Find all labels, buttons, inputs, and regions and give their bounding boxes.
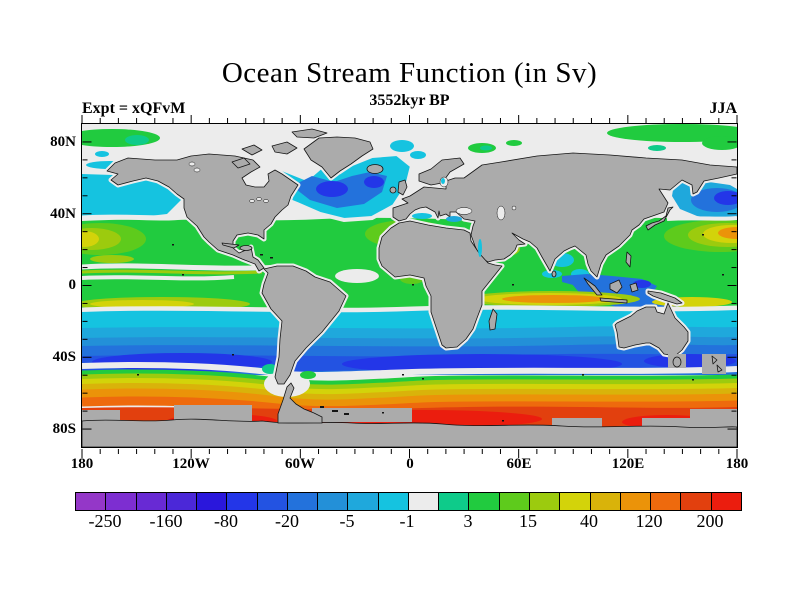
contour-specks [137,234,724,422]
colorbar-cell [257,493,288,510]
japan [645,206,674,231]
britain [397,179,408,196]
colorbar-label: -250 [88,511,122,531]
season-label: JJA [709,100,737,117]
tasmania [672,356,682,368]
lon-tick-label: 180 [725,456,749,472]
colorbar-label: 120 [635,511,663,531]
lon-tick-label: 60W [285,456,315,472]
hispaniola [239,245,253,251]
colorbar-cell [469,493,500,510]
sri-lanka [551,270,557,278]
colorbar-cell [106,493,137,510]
lon-tick-label: 120W [172,456,210,472]
madagascar [488,308,498,331]
inland-seas [188,161,517,257]
colorbar-cell [499,493,530,510]
lat-tick-label: 80N [50,134,76,150]
south-america [261,265,347,385]
mask-block [702,354,726,374]
cuba [221,242,240,249]
lat-tick-label: 0 [68,277,77,293]
lat-tick-label: 80S [52,421,76,437]
colorbar-cell [197,493,228,510]
sumatra [583,277,603,296]
borneo [609,279,623,294]
arctic-islands [271,141,298,155]
colorbar-cell [711,493,741,510]
colorbar-label: 3 [463,511,473,531]
sulawesi [629,282,639,293]
colorbar-cell [529,493,561,510]
new-zealand [716,364,723,373]
colorbar-cell [408,493,440,510]
colorbar-label: -20 [275,511,299,531]
australia [614,302,689,357]
colorbar-label: -160 [149,511,183,531]
colorbar-legend [75,492,742,511]
new-guinea [647,290,683,305]
scandinavia [418,157,465,186]
page-title: Ocean Stream Function (in Sv) [221,57,598,89]
map-plot-area [81,123,738,448]
colorbar-cell [620,493,652,510]
colorbar-cell [651,493,682,510]
arctic-islands [241,144,263,156]
experiment-label: Expt = xQFvM [82,100,186,117]
colorbar-cell [76,493,107,510]
colorbar-cell [287,493,319,510]
antarctica [82,382,737,447]
java [599,297,628,304]
colorbar-cell [378,493,409,510]
colorbar-label: 40 [580,511,598,531]
lon-tick-label: 0 [406,456,414,472]
colorbar-cell [227,493,258,510]
ireland [389,186,397,194]
colorbar-cell [681,493,712,510]
lon-tick-label: 120E [611,456,645,472]
philippines [625,251,632,268]
colorbar-label: 200 [696,511,724,531]
colorbar-cell [590,493,621,510]
colorbar-cell [560,493,591,510]
colorbar-label: -80 [214,511,238,531]
africa [378,220,503,349]
arctic-islands [231,157,251,169]
colorbar-cell [166,493,198,510]
lon-tick-label: 180 [70,456,94,472]
colorbar-cell [318,493,349,510]
colorbar-label: 15 [519,511,537,531]
colorbar-cell [439,493,470,510]
antarctic-peninsula [277,382,323,424]
colorbar-cell [136,493,167,510]
greenland [303,136,374,179]
colorbar-label: -5 [339,511,355,531]
lon-tick-label: 60E [506,456,532,472]
north-america [106,153,299,272]
iceland [366,164,384,174]
lat-tick-label: 40N [50,206,76,222]
colorbar-label: -1 [399,511,415,531]
colorbar-cell [348,493,379,510]
arctic-islands [291,128,328,139]
lat-tick-label: 40S [52,349,76,365]
figure-subtitle: 3552kyr BP [369,92,450,109]
new-zealand [711,355,718,365]
stream-function-map [82,124,737,447]
